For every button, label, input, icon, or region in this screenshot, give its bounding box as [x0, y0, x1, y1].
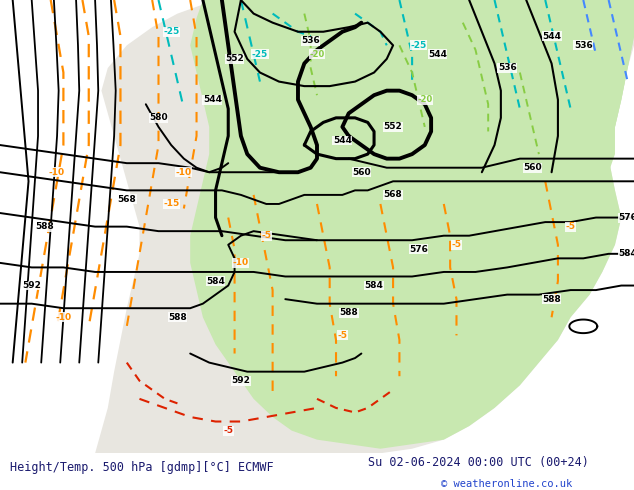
Polygon shape	[456, 0, 634, 204]
Text: 536: 536	[574, 41, 593, 50]
Text: 568: 568	[384, 191, 403, 199]
Text: 588: 588	[168, 313, 187, 322]
Text: 592: 592	[231, 376, 250, 385]
Text: 544: 544	[203, 95, 222, 104]
Text: Height/Temp. 500 hPa [gdmp][°C] ECMWF: Height/Temp. 500 hPa [gdmp][°C] ECMWF	[10, 462, 273, 474]
Text: -5: -5	[451, 240, 462, 249]
Text: 560: 560	[523, 163, 542, 172]
Text: 576: 576	[618, 213, 634, 222]
Text: -5: -5	[337, 331, 347, 340]
Text: -20: -20	[417, 95, 432, 104]
Text: 544: 544	[542, 32, 561, 41]
Polygon shape	[95, 0, 634, 453]
Text: -25: -25	[410, 41, 427, 50]
Text: 588: 588	[542, 294, 561, 304]
Text: -5: -5	[223, 426, 233, 435]
Text: 576: 576	[409, 245, 428, 254]
Text: 536: 536	[301, 36, 320, 45]
Text: -10: -10	[176, 168, 192, 177]
Text: 584: 584	[618, 249, 634, 258]
Text: © weatheronline.co.uk: © weatheronline.co.uk	[441, 480, 572, 490]
Text: -10: -10	[233, 258, 249, 268]
Text: 544: 544	[428, 50, 447, 59]
Text: -25: -25	[252, 50, 268, 59]
Text: -25: -25	[163, 27, 179, 36]
Text: 536: 536	[498, 64, 517, 73]
Text: Su 02-06-2024 00:00 UTC (00+24): Su 02-06-2024 00:00 UTC (00+24)	[368, 456, 588, 469]
Text: 552: 552	[384, 122, 403, 131]
Text: 588: 588	[339, 308, 358, 317]
Text: -20: -20	[309, 50, 325, 59]
Text: -10: -10	[55, 313, 72, 322]
Polygon shape	[190, 0, 634, 449]
Text: 584: 584	[206, 276, 225, 286]
Text: 568: 568	[117, 195, 136, 204]
Text: -5: -5	[261, 231, 271, 240]
Text: 592: 592	[22, 281, 41, 290]
Text: 580: 580	[149, 113, 168, 122]
Text: 588: 588	[35, 222, 54, 231]
Text: -10: -10	[49, 168, 65, 177]
Text: 544: 544	[333, 136, 352, 145]
Text: -15: -15	[163, 199, 179, 208]
Text: -5: -5	[566, 222, 576, 231]
Text: 552: 552	[225, 54, 244, 63]
Text: 584: 584	[365, 281, 384, 290]
Text: 560: 560	[352, 168, 371, 177]
